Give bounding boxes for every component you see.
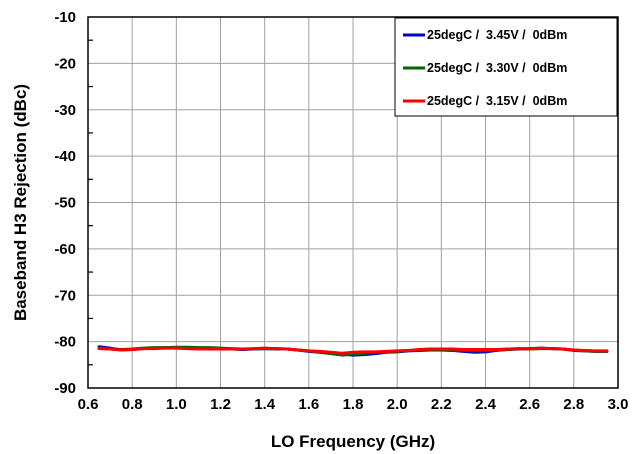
legend-label-series-3: 25degC / 3.15V / 0dBm bbox=[427, 94, 567, 108]
x-tick-label: 0.6 bbox=[78, 396, 99, 413]
x-tick-label: 3.0 bbox=[608, 396, 629, 413]
series-lines bbox=[97, 345, 609, 357]
y-tick-label: -60 bbox=[54, 241, 76, 258]
series-line-3 bbox=[97, 346, 609, 355]
y-tick-label: -40 bbox=[54, 148, 76, 165]
x-tick-label: 2.2 bbox=[431, 396, 452, 413]
x-tick-label: 2.0 bbox=[387, 396, 408, 413]
legend-box bbox=[394, 17, 618, 117]
legend: 25degC / 3.45V / 0dBm 25degC / 3.30V / 0… bbox=[394, 17, 618, 117]
y-tick-label: -70 bbox=[54, 287, 76, 304]
y-tick-label: -30 bbox=[54, 102, 76, 119]
legend-label-series-1: 25degC / 3.45V / 0dBm bbox=[427, 28, 567, 42]
y-tick-labels: -10 -20 -30 -40 -50 -60 -70 -80 -90 bbox=[54, 9, 76, 397]
y-tick-label: -20 bbox=[54, 55, 76, 72]
x-axis-title: LO Frequency (GHz) bbox=[271, 432, 435, 451]
x-tick-label: 1.8 bbox=[343, 396, 364, 413]
x-tick-label: 2.6 bbox=[519, 396, 540, 413]
x-tick-label: 1.0 bbox=[166, 396, 187, 413]
y-axis-title: Baseband H3 Rejection (dBc) bbox=[11, 84, 30, 321]
plot-frame bbox=[87, 16, 619, 389]
x-tick-label: 1.4 bbox=[254, 396, 276, 413]
y-tick-label: -80 bbox=[54, 334, 76, 351]
x-tick-label: 2.4 bbox=[475, 396, 497, 413]
x-tick-label: 1.2 bbox=[210, 396, 231, 413]
minor-ticks bbox=[88, 39, 93, 366]
y-tick-label: -10 bbox=[54, 9, 76, 26]
y-tick-label: -90 bbox=[54, 380, 76, 397]
y-tick-label: -50 bbox=[54, 195, 76, 212]
x-tick-label: 1.6 bbox=[298, 396, 319, 413]
x-tick-label: 2.8 bbox=[563, 396, 584, 413]
x-tick-labels: 0.6 0.8 1.0 1.2 1.4 1.6 1.8 2.0 2.2 2.4 2.6 2.8 3.0 bbox=[78, 396, 629, 413]
legend-label-series-2: 25degC / 3.30V / 0dBm bbox=[427, 61, 567, 75]
x-tick-label: 0.8 bbox=[122, 396, 143, 413]
